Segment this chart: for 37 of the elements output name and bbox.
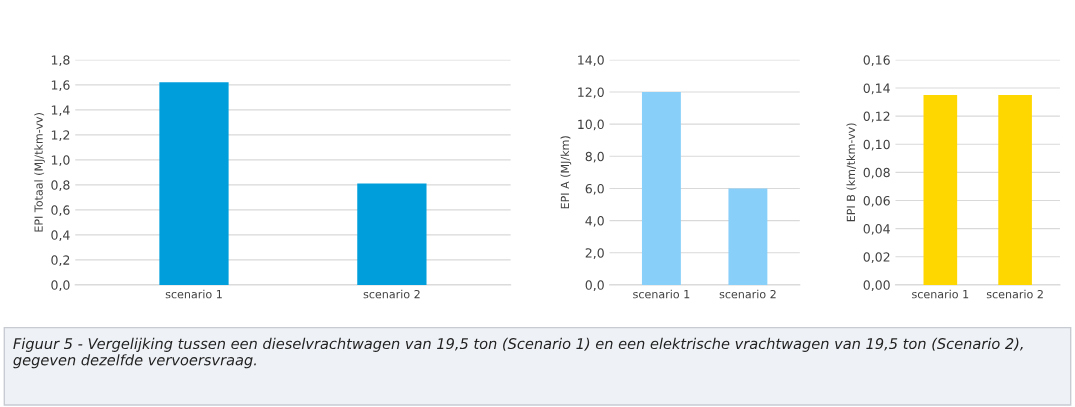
y-axis-title: EPI B (km/tkm-vv) (846, 123, 857, 222)
y-tick-label: 0,4 (51, 230, 70, 242)
y-tick-label: 14,0 (578, 55, 604, 67)
y-tick-label: 1,8 (51, 55, 70, 67)
x-tick-label: scenario 1 (165, 289, 222, 299)
x-tick-label: scenario 2 (363, 289, 420, 299)
y-tick-label: 1,2 (51, 130, 70, 142)
y-tick-label: 0,6 (51, 205, 70, 217)
y-tick-label: 0,04 (863, 224, 890, 235)
y-tick-label: 0,0 (51, 280, 70, 292)
y-tick-label: 2,0 (585, 248, 604, 259)
y-tick-label: 4,0 (585, 216, 604, 227)
y-tick-label: 10,0 (578, 119, 604, 131)
x-tick-label: scenario 2 (986, 289, 1043, 299)
y-tick-label: 0,2 (51, 255, 70, 267)
y-tick-label: 8,0 (585, 151, 604, 163)
y-tick-label: 1,4 (51, 105, 70, 117)
y-tick-label: 0,08 (863, 167, 890, 179)
y-tick-label: 1,0 (51, 155, 70, 167)
y-tick-label: 0,00 (863, 280, 890, 292)
y-tick-label: 6,0 (585, 183, 604, 195)
y-tick-label: 0,8 (51, 180, 70, 192)
x-tick-label: scenario 2 (719, 289, 776, 299)
y-axis-title: EPI Totaal (MJ/tkm-vv) (34, 113, 45, 232)
y-tick-label: 0,12 (863, 111, 890, 123)
y-tick-label: 0,10 (863, 139, 890, 151)
y-tick-label: 0,02 (863, 252, 890, 263)
y-tick-label: 1,6 (51, 80, 70, 92)
x-tick-label: scenario 1 (633, 289, 690, 299)
text: Figuur 5 - Vergelijking tussen een dieselvrachtwagen van 19,5 ton (Scenario 1) en een elektrische vrachtwagen van 19,5 ton (Scenario 2), gegeven dezelfde vervoersvraag. (13, 337, 1023, 369)
y-tick-label: 0,06 (863, 195, 890, 207)
y-tick-label: 0,16 (863, 55, 890, 67)
y-tick-label: 12,0 (578, 87, 604, 99)
y-tick-label: 0,14 (863, 83, 890, 95)
x-tick-label: scenario 1 (912, 289, 969, 299)
y-tick-label: 0,0 (585, 280, 604, 292)
y-axis-title: EPI A (MJ/km) (560, 136, 572, 209)
